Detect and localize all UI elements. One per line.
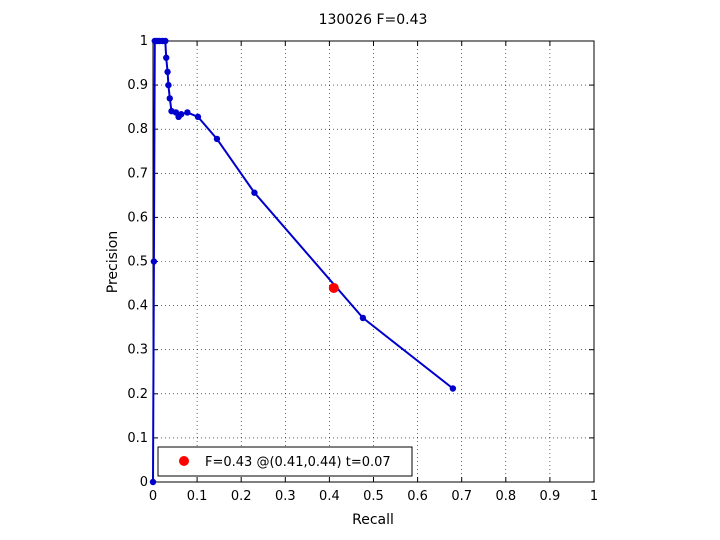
y-tick-label: 0.7 (127, 166, 148, 181)
x-tick-label: 0.4 (319, 489, 340, 504)
y-tick-label: 0.8 (127, 122, 148, 137)
legend-box (157, 446, 413, 477)
legend-marker (179, 456, 189, 466)
data-point (184, 109, 191, 116)
data-point (251, 189, 258, 196)
x-tick-label: 0.1 (187, 489, 208, 504)
series-layer (149, 37, 457, 486)
x-tick-label: 0.6 (407, 489, 428, 504)
data-point (213, 135, 221, 143)
data-point (149, 478, 157, 486)
data-point (165, 81, 172, 89)
y-tick-label: 0.2 (127, 387, 148, 402)
y-tick-label: 0.9 (127, 78, 148, 93)
y-tick-label: 0.3 (127, 343, 148, 358)
x-tick-label: 0.2 (231, 489, 252, 504)
data-point (168, 107, 175, 115)
data-point (166, 95, 173, 102)
y-tick-labels: 0 0.1 0.2 0.3 0.4 0.5 0.6 0.7 0.8 0.9 1 (127, 34, 148, 490)
data-point (151, 37, 158, 45)
data-point (150, 258, 158, 265)
x-tick-labels: 0 0.1 0.2 0.3 0.4 0.5 0.6 0.7 0.8 0.9 1 (149, 489, 598, 504)
highlight-layer (328, 282, 339, 293)
best-f-point (328, 282, 339, 293)
data-point (359, 314, 367, 322)
y-tick-label: 0.6 (127, 210, 148, 225)
legend: F=0.43 @(0.41,0.44) t=0.07 (157, 446, 413, 477)
x-axis-label: Recall (352, 512, 394, 528)
y-tick-label: 0.4 (127, 299, 148, 314)
x-tick-label: 0.5 (363, 489, 384, 504)
y-tick-label: 0 (140, 475, 148, 490)
data-point (164, 68, 171, 76)
x-tick-label: 0.8 (495, 489, 516, 504)
y-tick-label: 0.1 (127, 431, 148, 446)
legend-label: F=0.43 @(0.41,0.44) t=0.07 (205, 455, 391, 470)
chart-title: 130026 F=0.43 (319, 12, 428, 28)
x-tick-label: 0.7 (451, 489, 472, 504)
x-tick-label: 0.9 (540, 489, 561, 504)
grid (153, 41, 594, 482)
x-tick-label: 0.3 (275, 489, 296, 504)
x-tick-label: 0 (149, 489, 157, 504)
y-tick-label: 1 (140, 34, 148, 49)
data-point (163, 54, 170, 61)
y-tick-label: 0.5 (127, 255, 148, 270)
x-tick-label: 1 (590, 489, 598, 504)
data-point (194, 113, 202, 121)
y-axis-label: Precision (105, 231, 121, 293)
data-point (449, 385, 457, 392)
